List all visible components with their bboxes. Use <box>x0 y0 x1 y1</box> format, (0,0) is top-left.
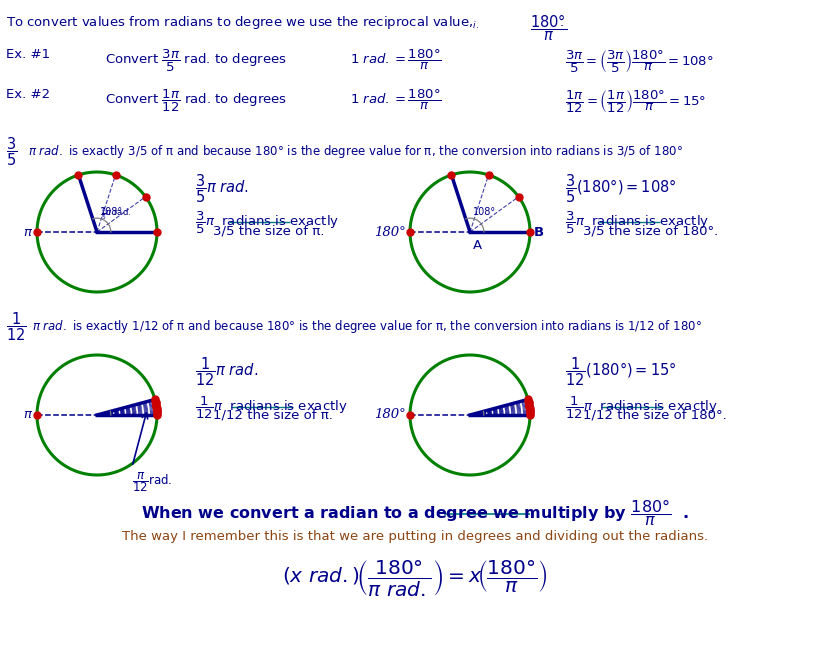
Text: $\pi\ \mathit{rad.}$ is exactly 1/12 of π and because 180° is the degree value f: $\pi\ \mathit{rad.}$ is exactly 1/12 of … <box>32 318 702 335</box>
Text: $\dfrac{1}{12}\pi$  radians is exactly: $\dfrac{1}{12}\pi$ radians is exactly <box>565 395 718 421</box>
Text: 3/5 the size of π.: 3/5 the size of π. <box>213 224 324 237</box>
Text: Ex. #2: Ex. #2 <box>6 88 50 101</box>
Text: 1/12 the size of π.: 1/12 the size of π. <box>213 409 333 422</box>
Text: Convert $\dfrac{1\pi}{12}$ rad. to degrees: Convert $\dfrac{1\pi}{12}$ rad. to degre… <box>105 88 288 114</box>
Text: $1\ \mathit{rad.} = \dfrac{180°}{\pi}$: $1\ \mathit{rad.} = \dfrac{180°}{\pi}$ <box>350 48 442 72</box>
Text: $\dfrac{3}{5}$: $\dfrac{3}{5}$ <box>6 135 17 167</box>
Text: 180°: 180° <box>374 409 406 421</box>
Text: $\frac{3}{5}\pi$ rad.: $\frac{3}{5}\pi$ rad. <box>101 205 131 222</box>
Text: A: A <box>473 239 482 252</box>
Text: $1\ \mathit{rad.} = \dfrac{180°}{\pi}$: $1\ \mathit{rad.} = \dfrac{180°}{\pi}$ <box>350 88 442 112</box>
Text: .: . <box>560 16 564 29</box>
Text: $\dfrac{3}{5}(180°) = 108°$: $\dfrac{3}{5}(180°) = 108°$ <box>565 172 676 205</box>
Text: $\dfrac{\pi}{12}$rad.: $\dfrac{\pi}{12}$rad. <box>132 470 172 494</box>
Text: To convert values from radians to degree we use the reciprocal value,$_{\mathit{: To convert values from radians to degree… <box>6 14 479 31</box>
Text: $\dfrac{3}{5}\pi$  radians is exactly: $\dfrac{3}{5}\pi$ radians is exactly <box>195 210 339 236</box>
Text: $\pi$: $\pi$ <box>22 225 33 239</box>
Text: 3/5 the size of 180°.: 3/5 the size of 180°. <box>583 224 718 237</box>
Text: $\dfrac{3}{5}\pi\ \mathit{rad.}$: $\dfrac{3}{5}\pi\ \mathit{rad.}$ <box>195 172 249 205</box>
Text: $\dfrac{3\pi}{5} = \left(\dfrac{3\pi}{5}\right)\dfrac{180°}{\pi} = 108°$: $\dfrac{3\pi}{5} = \left(\dfrac{3\pi}{5}… <box>565 48 714 75</box>
Text: The way I remember this is that we are putting in degrees and dividing out the r: The way I remember this is that we are p… <box>122 530 708 543</box>
Text: $\left(x\ \mathit{rad.}\right)\!\left(\dfrac{180°}{\pi\ \mathit{rad.}}\right) = : $\left(x\ \mathit{rad.}\right)\!\left(\d… <box>282 558 548 598</box>
Text: 1/12 the size of 180°.: 1/12 the size of 180°. <box>583 409 727 422</box>
Text: B: B <box>534 225 544 239</box>
Text: 108°: 108° <box>473 207 496 217</box>
Text: $\dfrac{3}{5}\pi$  radians is exactly: $\dfrac{3}{5}\pi$ radians is exactly <box>565 210 710 236</box>
Text: 108°: 108° <box>101 207 123 217</box>
Text: 180°: 180° <box>374 225 406 239</box>
Text: $\dfrac{180°}{\pi}$: $\dfrac{180°}{\pi}$ <box>530 12 568 43</box>
Text: Convert $\dfrac{3\pi}{5}$ rad. to degrees: Convert $\dfrac{3\pi}{5}$ rad. to degree… <box>105 48 287 74</box>
Text: $\dfrac{1}{12}(180°) = 15°$: $\dfrac{1}{12}(180°) = 15°$ <box>565 355 676 387</box>
Text: Ex. #1: Ex. #1 <box>6 48 50 61</box>
Text: $\dfrac{1\pi}{12} = \left(\dfrac{1\pi}{12}\right)\dfrac{180°}{\pi} = 15°$: $\dfrac{1\pi}{12} = \left(\dfrac{1\pi}{1… <box>565 88 706 115</box>
Text: $\dfrac{1}{12}\pi$  radians is exactly: $\dfrac{1}{12}\pi$ radians is exactly <box>195 395 347 421</box>
Text: When we convert a radian to a degree we multiply by $\dfrac{180°}{\pi}$  .: When we convert a radian to a degree we … <box>141 497 689 528</box>
Text: $\pi$: $\pi$ <box>22 409 33 421</box>
Text: $\dfrac{1}{12}$: $\dfrac{1}{12}$ <box>6 310 27 343</box>
Text: $\dfrac{1}{12}\pi\ \mathit{rad.}$: $\dfrac{1}{12}\pi\ \mathit{rad.}$ <box>195 355 258 387</box>
Text: $\pi\ \mathit{rad.}$ is exactly 3/5 of π and because 180° is the degree value fo: $\pi\ \mathit{rad.}$ is exactly 3/5 of π… <box>28 143 683 160</box>
